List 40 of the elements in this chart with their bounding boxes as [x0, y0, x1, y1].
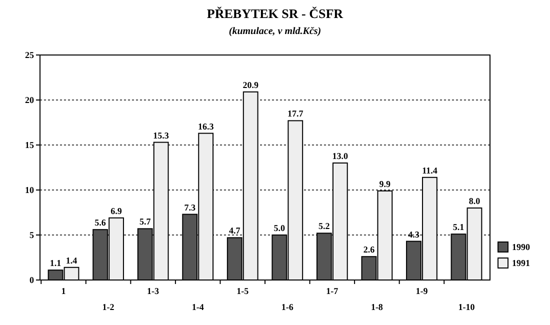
data-label: 5.6	[94, 218, 106, 228]
x-tick-label: 1-10	[458, 302, 476, 312]
data-label: 4.3	[408, 229, 420, 240]
y-tick-label: 20	[25, 95, 34, 106]
y-tick-label: 10	[25, 185, 34, 196]
data-label: 16.3	[198, 121, 214, 132]
chart-title: PŘEBYTEK SR - ČSFR	[206, 6, 344, 21]
data-label: 20.9	[242, 80, 259, 90]
data-label: 11.4	[422, 165, 438, 176]
x-tick-label: 1-3	[147, 286, 160, 296]
x-tick-label: 1-5	[236, 286, 250, 296]
x-tick-label: 1-4	[192, 302, 204, 312]
data-label: 5.7	[139, 216, 152, 227]
data-label: 5.2	[318, 221, 330, 232]
x-tick-label: 1-8	[370, 302, 384, 312]
data-label: 13.0	[332, 151, 349, 161]
data-label: 9.9	[379, 178, 392, 189]
x-tick-label: 1	[61, 286, 66, 296]
y-tick-label: 5	[30, 230, 34, 240]
data-label: 5.0	[274, 223, 286, 233]
data-label: 7.3	[184, 202, 196, 212]
x-tick-label: 1-6	[281, 302, 294, 312]
y-tick-label: 0	[30, 275, 34, 286]
data-label: 2.6	[363, 244, 376, 255]
y-tick-label: 15	[25, 140, 34, 150]
legend-label: 1990	[512, 242, 530, 252]
data-label: 8.0	[468, 196, 481, 206]
x-tick-label: 1-9	[416, 286, 428, 296]
data-label: 17.7	[288, 108, 304, 119]
data-label: 6.9	[110, 206, 122, 216]
y-tick-label: 25	[25, 50, 34, 60]
legend-label: 1991	[512, 258, 530, 268]
data-label: 15.3	[153, 130, 170, 140]
chart-subtitle: (kumulace, v mld.Kčs)	[228, 26, 322, 37]
x-tick-label: 1-7	[326, 286, 339, 296]
data-label: 5.1	[452, 222, 465, 232]
x-tick-label: 1-2	[102, 302, 115, 312]
data-label: 4.7	[228, 226, 241, 236]
data-label: 1.4	[66, 255, 78, 266]
data-label: 1.1	[50, 258, 62, 268]
